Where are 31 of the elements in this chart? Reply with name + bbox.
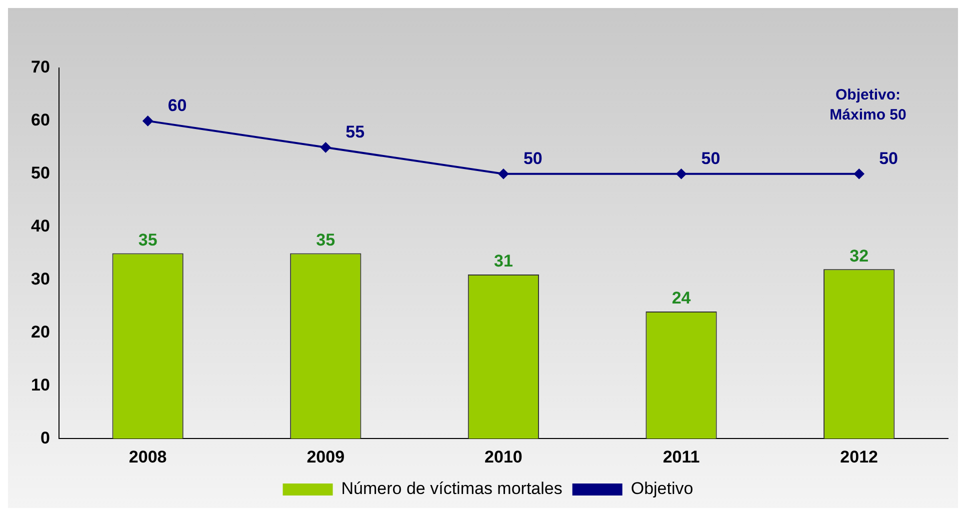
legend-label: Número de víctimas mortales [341, 479, 562, 498]
x-tick-label: 2010 [484, 447, 522, 466]
data-label: 35 [138, 230, 158, 250]
point [498, 168, 508, 179]
point [676, 168, 686, 179]
x-tick-label: 2008 [128, 447, 167, 466]
y-tick-label: 70 [30, 58, 50, 77]
x-tick-label: 2009 [306, 447, 345, 466]
y-tick-label: 30 [30, 269, 50, 288]
data-label: 32 [850, 246, 869, 266]
y-tick-label: 50 [30, 164, 50, 183]
data-label: 55 [346, 122, 365, 142]
data-label: 60 [168, 96, 187, 116]
x-tick-label: 2011 [662, 447, 700, 466]
data-label: 31 [494, 252, 513, 271]
point [142, 116, 153, 126]
y-tick-label: 0 [40, 428, 50, 448]
data-label: 24 [672, 288, 692, 308]
y-tick-label: 20 [30, 322, 50, 342]
data-label: 50 [701, 149, 720, 168]
x-tick-label: 2012 [840, 447, 878, 466]
y-tick-label: 10 [30, 375, 50, 394]
legend-label: Objetivo [630, 479, 694, 498]
annotation: Objetivo: Máximo 50 [830, 86, 906, 124]
y-tick-label: 40 [30, 216, 50, 236]
data-label: 50 [523, 149, 542, 168]
data-label: 50 [879, 149, 898, 168]
y-tick-label: 60 [30, 110, 50, 130]
point [320, 142, 331, 152]
data-label: 35 [316, 230, 336, 250]
point [854, 168, 864, 179]
